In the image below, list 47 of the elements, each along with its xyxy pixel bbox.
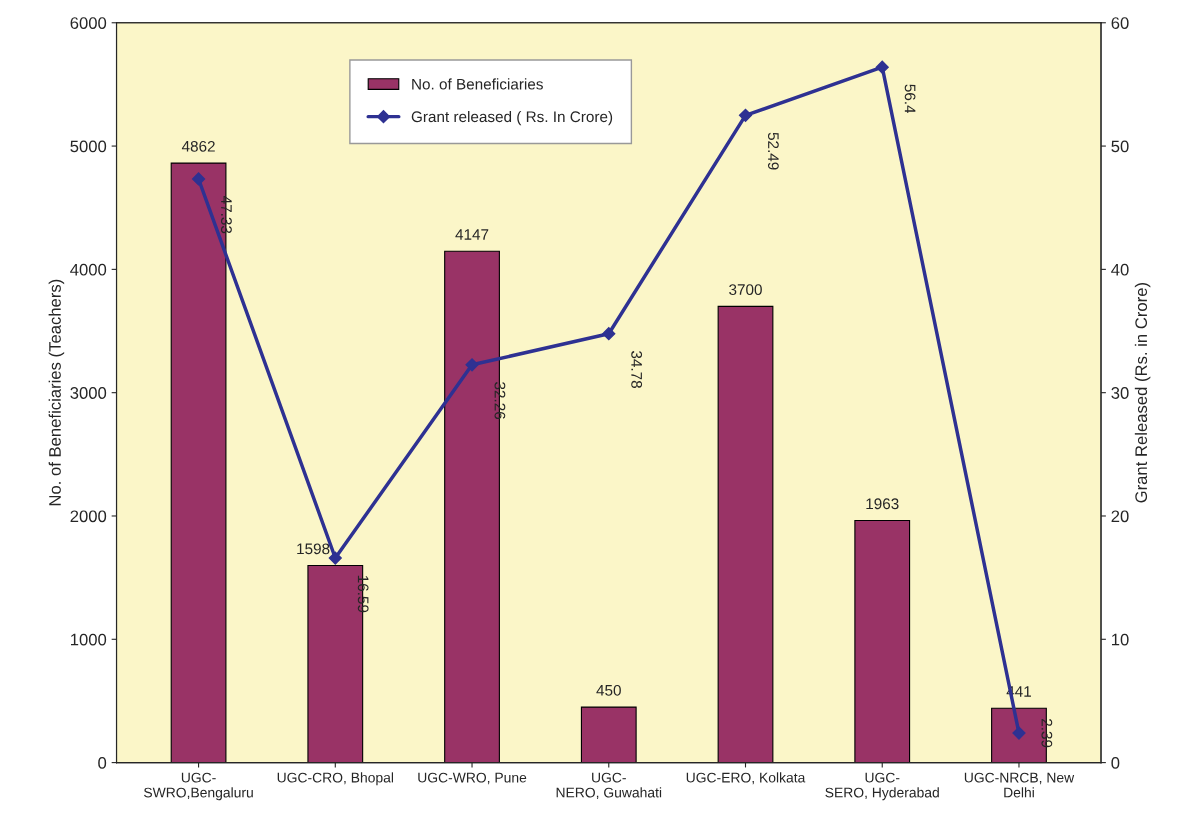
point [328, 551, 342, 565]
y2-tick-label: 0 [1111, 757, 1120, 769]
y-tick-label: 0 [98, 757, 107, 769]
x-tick-label: UGC-NRCB, New Delhi [964, 772, 1075, 798]
y-tick-label: 3000 [70, 387, 107, 399]
data-label: 2.39 [1041, 719, 1053, 748]
y-tick-label: 1000 [71, 633, 107, 646]
data-label: 47.33 [221, 196, 232, 234]
x-tick-label: UGC-WRO, Pune [418, 772, 527, 785]
y2-axis-title: Grant Released (Rs. in Crore) [1134, 283, 1151, 503]
point [738, 108, 753, 122]
x-tick-label: UGC-CRO, Bhopal [277, 772, 394, 786]
x-tick-label: UGC- NERO, Guwahati [556, 772, 662, 800]
y2-tick-label: 50 [1111, 140, 1129, 153]
y2-tick-label: 40 [1111, 263, 1129, 276]
data-label: 32.26 [494, 382, 506, 420]
bar [717, 305, 774, 763]
data-label: 1598 [297, 543, 330, 555]
x-tick-label: UGC-ERO, Kolkata [686, 772, 806, 785]
x-tick-label: UGC- SWRO,Bengaluru [144, 772, 253, 801]
legend-label: Grant released ( Rs. In Crore) [411, 110, 613, 126]
point [602, 327, 616, 341]
y-tick-label: 5000 [70, 140, 107, 153]
data-label: 1963 [866, 498, 899, 510]
y2-tick-label: 30 [1111, 387, 1129, 399]
x-tick-label: UGC- SERO, Hyderabad [825, 772, 939, 801]
data-label: 4147 [455, 229, 489, 240]
y-tick-label: 2000 [70, 510, 107, 523]
data-label: 4862 [181, 140, 215, 152]
data-label: 56.4 [904, 84, 916, 114]
bar [580, 706, 637, 763]
y-tick-label: 6000 [70, 17, 107, 29]
data-label: 3700 [729, 284, 762, 296]
point [875, 60, 889, 74]
y2-tick-label: 10 [1112, 633, 1129, 646]
y-tick-label: 4000 [70, 263, 107, 276]
y2-tick-label: 20 [1111, 510, 1129, 523]
y-axis-title: No. of Beneficiaries (Teachers) [48, 279, 65, 506]
data-label: 16.59 [357, 575, 369, 613]
data-label: 450 [596, 684, 621, 696]
bar [854, 519, 911, 763]
point [465, 358, 479, 372]
point [191, 172, 206, 186]
y2-tick-label: 60 [1111, 17, 1129, 29]
data-label: 34.78 [631, 350, 643, 388]
data-label: 52.49 [767, 132, 779, 170]
legend-label: No. of Beneficiaries [412, 78, 543, 90]
